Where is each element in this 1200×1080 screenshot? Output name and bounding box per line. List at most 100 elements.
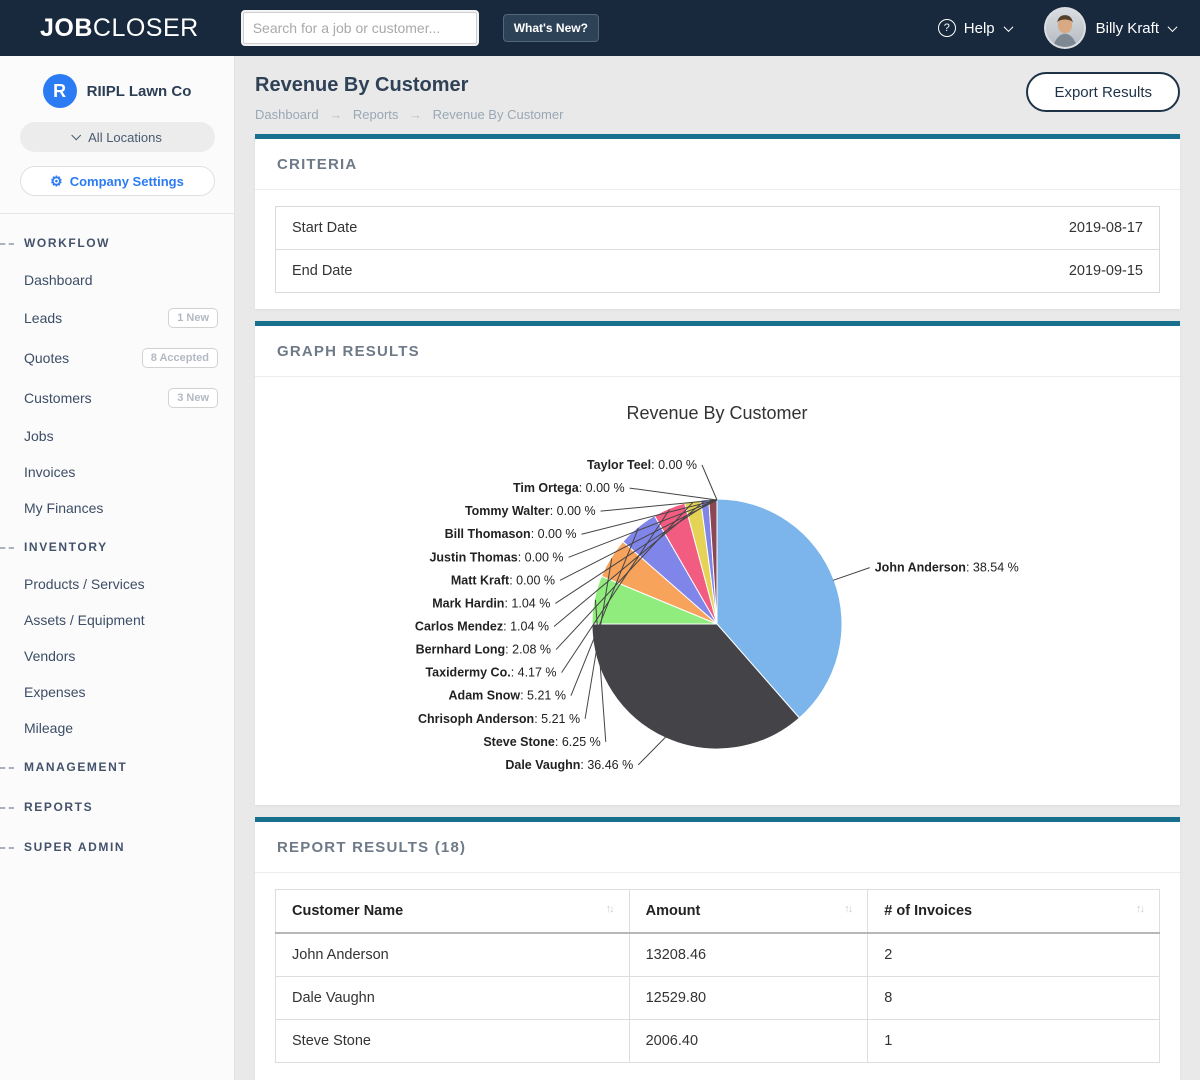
sidebar-item-quotes[interactable]: Quotes 8 Accepted	[0, 338, 234, 378]
search-input[interactable]	[241, 10, 479, 46]
table-row: Dale Vaughn12529.808	[276, 977, 1160, 1020]
chevron-down-icon	[71, 130, 81, 140]
sidebar-item-mileage[interactable]: Mileage	[0, 710, 234, 746]
table-cell: Dale Vaughn	[276, 977, 630, 1020]
top-header: JOBCLOSER What's New? ? Help Billy Kraft	[0, 0, 1200, 56]
pie-label-taylor-teel: Taylor Teel: 0.00 %	[587, 458, 697, 472]
sidebar-item-label: Dashboard	[24, 272, 93, 288]
breadcrumb-current: Revenue By Customer	[433, 107, 564, 122]
sidebar-item-label: Assets / Equipment	[24, 612, 145, 628]
main-content: Revenue By Customer Dashboard → Reports …	[236, 56, 1200, 1080]
dash-icon	[0, 547, 14, 549]
sidebar-item-label: Quotes	[24, 350, 69, 366]
pie-label-adam-snow: Adam Snow: 5.21 %	[449, 689, 566, 703]
chevron-down-icon	[1003, 22, 1013, 32]
column-label: # of Invoices	[884, 903, 972, 919]
sidebar-item-expenses[interactable]: Expenses	[0, 674, 234, 710]
sort-icon[interactable]: ↑↓	[606, 903, 613, 915]
status-badge: 8 Accepted	[142, 348, 218, 368]
pie-label-justin-thomas: Justin Thomas: 0.00 %	[429, 550, 563, 564]
breadcrumb-arrow-icon: →	[409, 107, 422, 122]
sidebar-item-assets-equipment[interactable]: Assets / Equipment	[0, 602, 234, 638]
table-cell: Steve Stone	[276, 1020, 630, 1063]
sidebar-section-inventory[interactable]: INVENTORY	[0, 526, 234, 566]
chart-title: Revenue By Customer	[626, 403, 807, 423]
sidebar-item-products-services[interactable]: Products / Services	[0, 566, 234, 602]
pie-label-john-anderson: John Anderson: 38.54 %	[875, 561, 1019, 575]
user-menu[interactable]: Billy Kraft	[1046, 9, 1176, 47]
pie-label-carlos-mendez: Carlos Mendez: 1.04 %	[415, 619, 549, 633]
sidebar-section-reports[interactable]: REPORTS	[0, 786, 234, 826]
start-date-value: 2019-08-17	[1069, 220, 1143, 236]
help-icon: ?	[938, 19, 956, 37]
pie-chart-svg: Revenue By Customer Taylor Teel: 0.00 % Ti…	[255, 381, 1180, 803]
sidebar: R RIIPL Lawn Co All Locations ⚙ Company …	[0, 56, 235, 1080]
app-logo: JOBCLOSER	[40, 14, 199, 43]
sidebar-item-label: Customers	[24, 390, 92, 406]
table-row: Steve Stone2006.401	[276, 1020, 1160, 1063]
end-date-value: 2019-09-15	[1069, 263, 1143, 279]
dash-icon	[0, 807, 14, 809]
gear-icon: ⚙	[50, 173, 63, 190]
company-settings-button[interactable]: ⚙ Company Settings	[20, 166, 215, 196]
user-name: Billy Kraft	[1096, 20, 1159, 37]
company-name: RIIPL Lawn Co	[87, 83, 192, 100]
sidebar-item-label: Jobs	[24, 428, 54, 444]
sidebar-item-label: Mileage	[24, 720, 73, 736]
export-results-button[interactable]: Export Results	[1026, 72, 1180, 112]
sidebar-item-dashboard[interactable]: Dashboard	[0, 262, 234, 298]
help-menu[interactable]: ? Help	[938, 19, 1012, 37]
sidebar-item-my-finances[interactable]: My Finances	[0, 490, 234, 526]
table-cell: 2	[868, 933, 1160, 977]
column-header-customer-name[interactable]: ↑↓ Customer Name	[276, 890, 630, 934]
sidebar-section-management[interactable]: MANAGEMENT	[0, 746, 234, 786]
table-cell: John Anderson	[276, 933, 630, 977]
sidebar-section-super-admin[interactable]: SUPER ADMIN	[0, 826, 234, 866]
column-label: Customer Name	[292, 903, 403, 919]
sidebar-item-label: Vendors	[24, 648, 75, 664]
chevron-down-icon	[1168, 22, 1178, 32]
table-cell: 1	[868, 1020, 1160, 1063]
start-date-label: Start Date	[292, 220, 357, 236]
table-cell: 8	[868, 977, 1160, 1020]
column-header--of-invoices[interactable]: ↑↓ # of Invoices	[868, 890, 1160, 934]
sidebar-item-label: Expenses	[24, 684, 85, 700]
report-card: REPORT RESULTS (18) ↑↓ Customer Name ↑↓Amo…	[255, 817, 1180, 1080]
sidebar-item-customers[interactable]: Customers 3 New	[0, 378, 234, 418]
locations-dropdown[interactable]: All Locations	[20, 122, 215, 152]
criteria-card: CRITERIA Start Date 2019-08-17 End Date …	[255, 134, 1180, 309]
breadcrumb-dashboard[interactable]: Dashboard	[255, 107, 319, 122]
sidebar-item-jobs[interactable]: Jobs	[0, 418, 234, 454]
whats-new-button[interactable]: What's New?	[503, 14, 599, 42]
help-label: Help	[964, 20, 995, 37]
criteria-row-end-date: End Date 2019-09-15	[276, 249, 1159, 292]
logo-bold: JOB	[40, 14, 93, 42]
sidebar-item-leads[interactable]: Leads1 New	[0, 298, 234, 338]
report-heading: REPORT RESULTS (18)	[255, 822, 1180, 873]
sort-icon[interactable]: ↑↓	[844, 903, 851, 915]
dash-icon	[0, 767, 14, 769]
criteria-table: Start Date 2019-08-17 End Date 2019-09-1…	[275, 206, 1160, 293]
sidebar-item-invoices[interactable]: Invoices	[0, 454, 234, 490]
sidebar-section-workflow[interactable]: WORKFLOW	[0, 222, 234, 262]
criteria-heading: CRITERIA	[255, 139, 1180, 190]
pie-label-bill-thomason: Bill Thomason: 0.00 %	[445, 527, 577, 541]
page-title: Revenue By Customer	[255, 74, 563, 97]
sidebar-item-label: Invoices	[24, 464, 75, 480]
breadcrumb-reports[interactable]: Reports	[353, 107, 399, 122]
graph-heading: GRAPH RESULTS	[255, 326, 1180, 377]
status-badge: 3 New	[168, 388, 218, 408]
pie-label-matt-kraft: Matt Kraft: 0.00 %	[451, 573, 555, 587]
criteria-row-start-date: Start Date 2019-08-17	[276, 207, 1159, 249]
sidebar-item-vendors[interactable]: Vendors	[0, 638, 234, 674]
pie-label-taxidermy-co-: Taxidermy Co.: 4.17 %	[425, 666, 556, 680]
column-header-amount[interactable]: ↑↓Amount	[629, 890, 868, 934]
pie-label-dale-vaughn: Dale Vaughn: 36.46 %	[505, 758, 633, 772]
pie-chart: Revenue By Customer Taylor Teel: 0.00 % Ti…	[255, 377, 1180, 805]
company-logo-icon: R	[43, 74, 77, 108]
pie-label-tim-ortega: Tim Ortega: 0.00 %	[513, 481, 625, 495]
breadcrumb: Dashboard → Reports → Revenue By Custome…	[255, 107, 563, 122]
sort-icon[interactable]: ↑↓	[1136, 903, 1143, 915]
graph-card: GRAPH RESULTS Revenue By Customer Taylor …	[255, 321, 1180, 805]
logo-light: CLOSER	[93, 14, 199, 42]
